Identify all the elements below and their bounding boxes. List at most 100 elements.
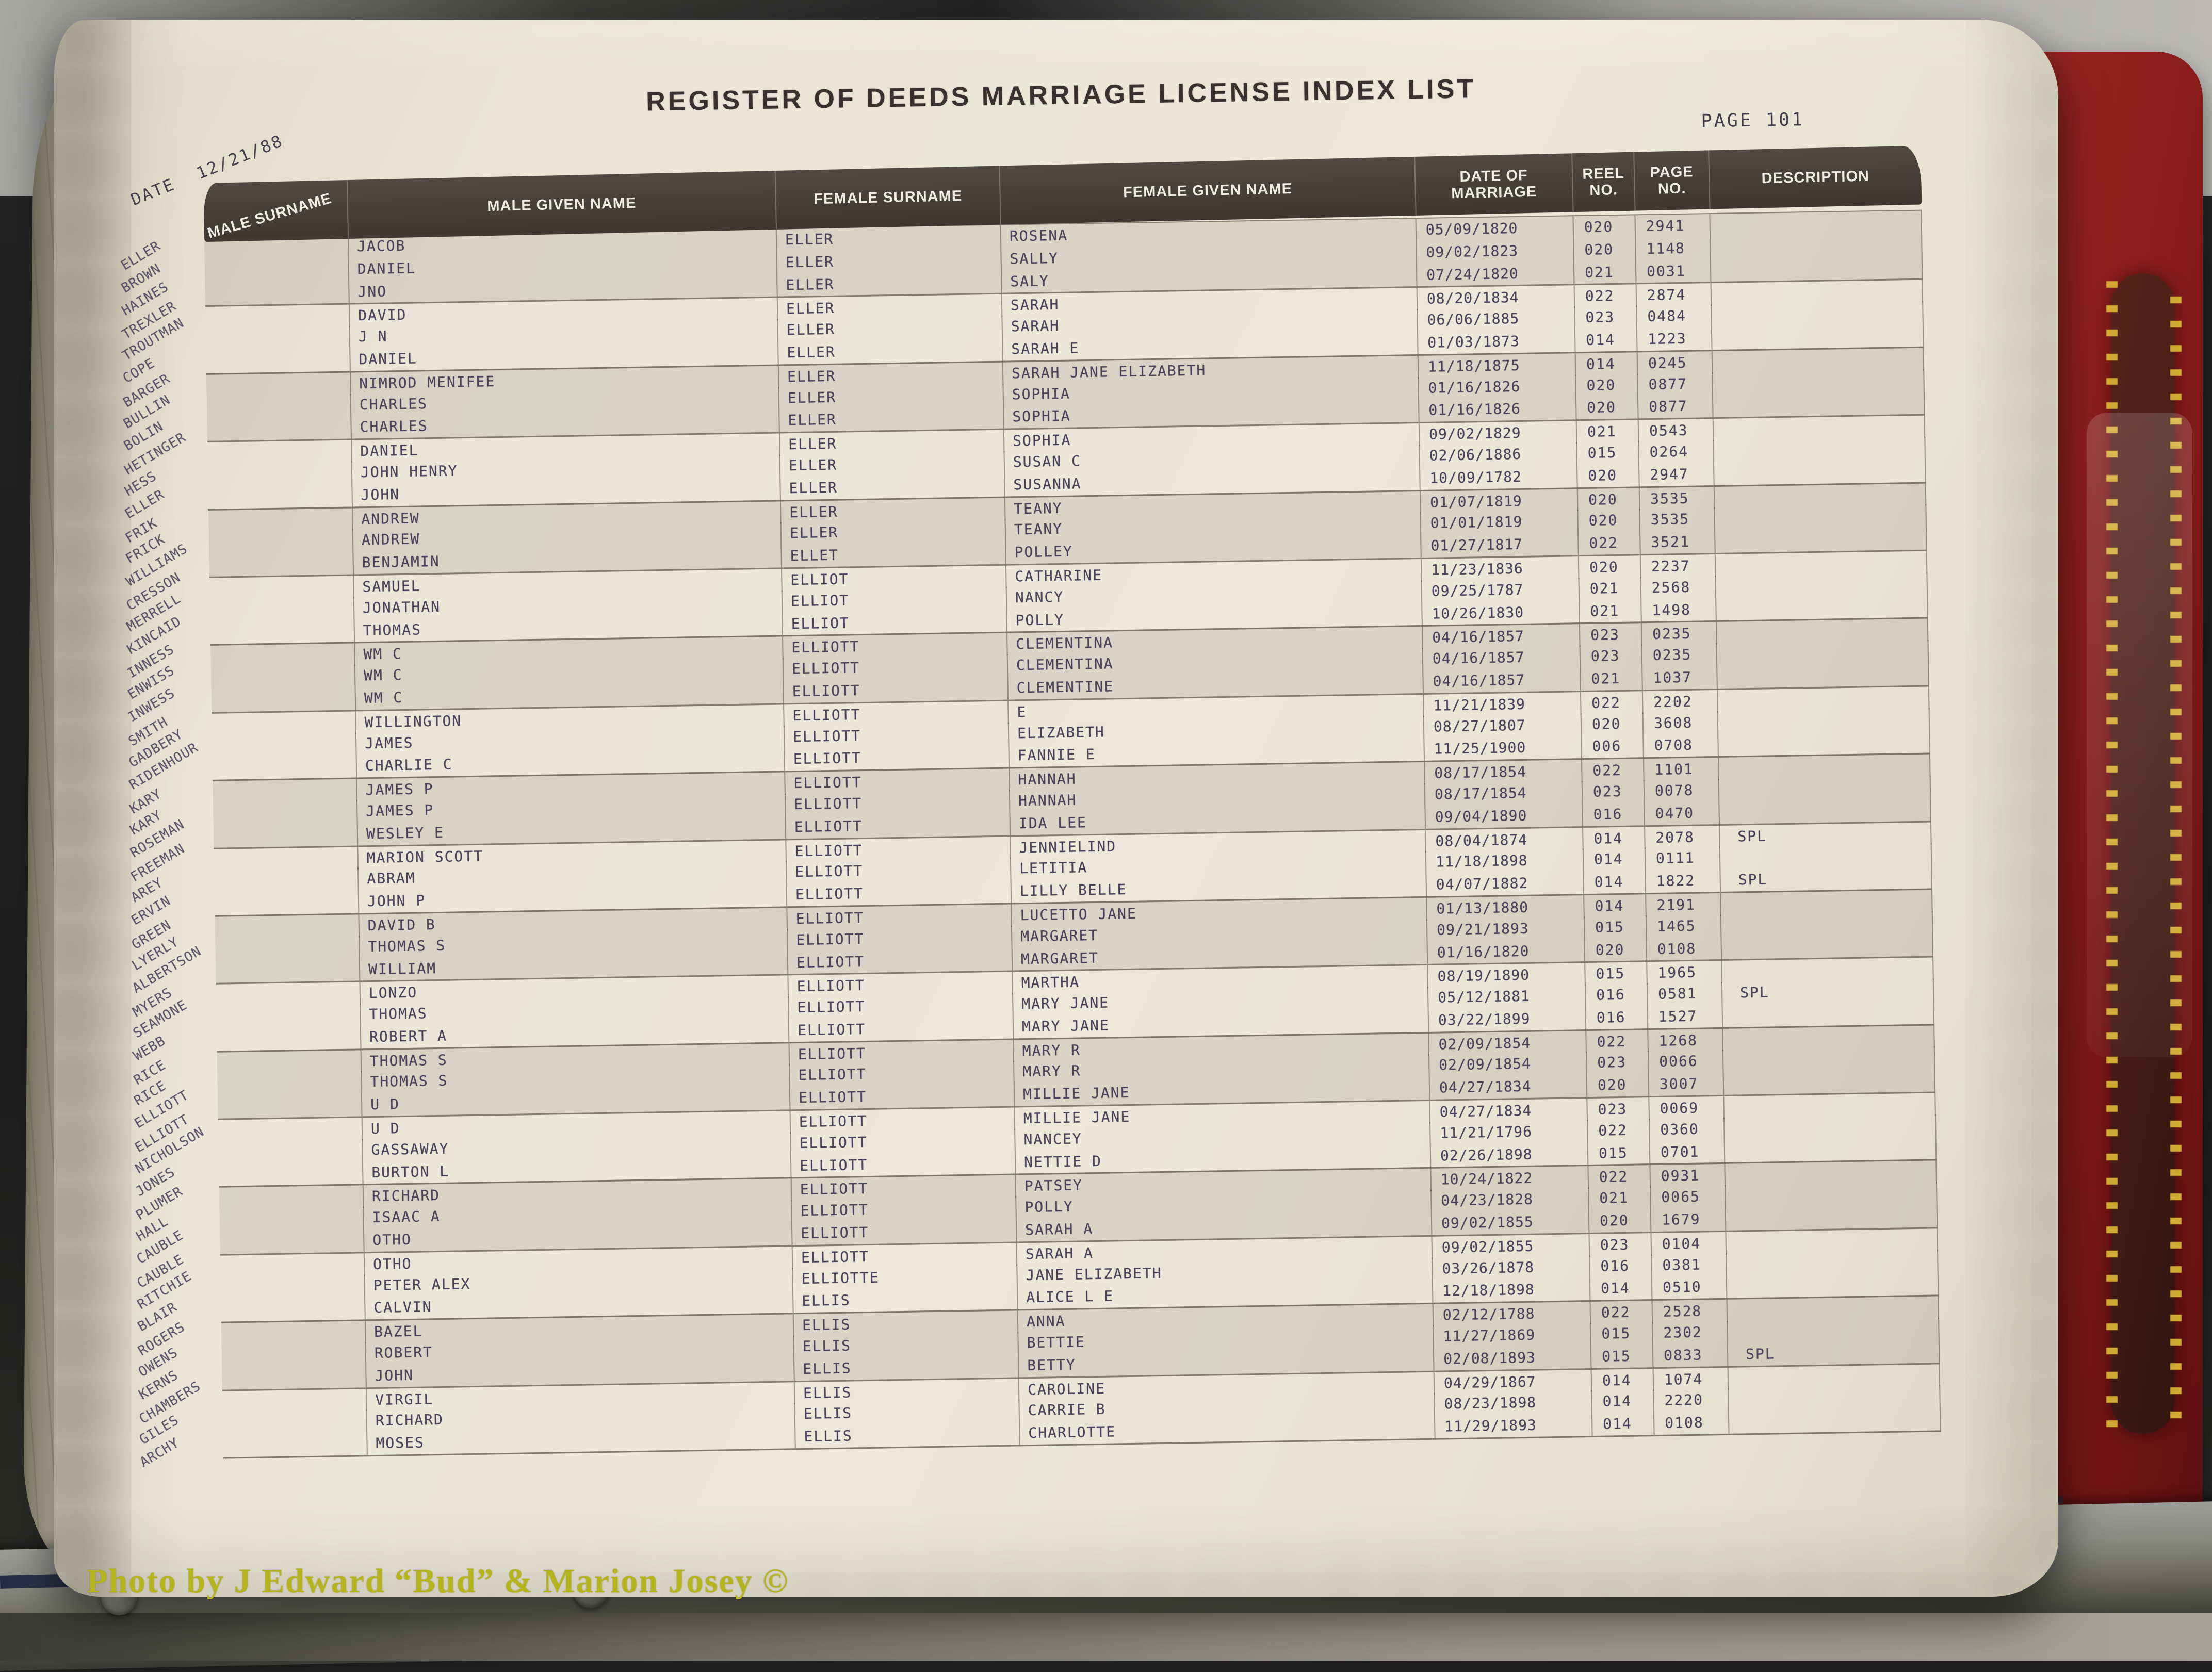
cell-date-of-marriage: 04/16/1857 xyxy=(1423,668,1581,693)
cell-date-of-marriage: 11/29/1893 xyxy=(1435,1413,1593,1438)
cell-reel-no: 022 xyxy=(1586,1030,1649,1054)
cell-page-no: 1498 xyxy=(1641,598,1717,622)
cell-date-of-marriage: 01/16/1826 xyxy=(1419,374,1576,400)
cell-date-of-marriage: 12/18/1898 xyxy=(1433,1277,1591,1303)
cell-description xyxy=(1727,1250,1939,1275)
cell-page-no: 0104 xyxy=(1651,1232,1727,1256)
date-label: DATE xyxy=(128,174,178,209)
column-header-description: DESCRIPTION xyxy=(1709,146,1922,209)
cell-male-surname: OWENS xyxy=(221,1342,366,1367)
cell-page-no: 0510 xyxy=(1652,1275,1728,1299)
cell-reel-no: 023 xyxy=(1580,624,1642,647)
cell-description xyxy=(1728,1317,1940,1343)
cell-date-of-marriage: 02/26/1898 xyxy=(1431,1142,1589,1168)
cell-page-no: 1037 xyxy=(1642,666,1718,690)
cell-reel-no: 020 xyxy=(1582,712,1644,736)
cell-female-surname: ELLIOTT xyxy=(785,745,1010,771)
cell-female-surname: ELLER xyxy=(780,473,1005,500)
cell-date-of-marriage: 09/02/1855 xyxy=(1432,1210,1590,1235)
cell-female-surname: ELLER xyxy=(777,270,1002,297)
cell-reel-no: 020 xyxy=(1577,464,1640,487)
cell-page-no: 3521 xyxy=(1640,530,1716,554)
cell-reel-no: 016 xyxy=(1586,983,1648,1007)
cell-page-no: 2237 xyxy=(1641,554,1716,578)
cell-reel-no: 016 xyxy=(1590,1254,1652,1278)
cell-description xyxy=(1716,595,1928,620)
cell-date-of-marriage: 07/24/1820 xyxy=(1417,261,1575,287)
cell-reel-no: 022 xyxy=(1579,531,1641,555)
cell-male-surname: JONES xyxy=(219,1161,364,1186)
cell-male-surname: ALBERTSON xyxy=(216,958,361,983)
cell-reel-no: 015 xyxy=(1585,962,1648,986)
cell-female-surname: ELLIOT xyxy=(783,586,1007,613)
cell-male-surname: AREY xyxy=(214,868,359,893)
cell-date-of-marriage: 05/12/1881 xyxy=(1428,984,1586,1009)
cell-description xyxy=(1729,1385,1941,1411)
cell-description xyxy=(1721,933,1933,959)
cell-male-surname: FRICK xyxy=(209,529,354,554)
cell-reel-no: 020 xyxy=(1576,396,1639,420)
cell-reel-no: 014 xyxy=(1576,352,1638,376)
cell-reel-no: 021 xyxy=(1581,667,1643,691)
cell-date-of-marriage: 03/26/1878 xyxy=(1433,1255,1590,1281)
cell-description: SPL xyxy=(1720,866,1932,892)
cell-date-of-marriage: 10/09/1782 xyxy=(1420,465,1578,490)
cell-page-no: 0108 xyxy=(1647,937,1722,960)
cell-reel-no: 021 xyxy=(1580,599,1642,623)
cell-description xyxy=(1724,1069,1936,1095)
cell-reel-no: 022 xyxy=(1591,1301,1653,1324)
cell-female-surname: ELLIOTT xyxy=(785,722,1010,748)
cell-page-no: 0543 xyxy=(1639,419,1714,442)
cell-page-no: 0111 xyxy=(1646,846,1721,870)
cell-male-surname: GILES xyxy=(223,1410,368,1435)
cell-page-no: 0108 xyxy=(1654,1411,1730,1435)
cell-reel-no: 014 xyxy=(1592,1412,1655,1436)
cell-reel-no: 020 xyxy=(1587,1073,1650,1097)
cell-reel-no: 015 xyxy=(1577,441,1639,465)
cell-reel-no: 023 xyxy=(1583,780,1645,804)
cell-page-no: 2874 xyxy=(1637,283,1712,307)
register-page: REGISTER OF DEEDS MARRIAGE LICENSE INDEX… xyxy=(54,20,2058,1597)
cell-page-no: 1223 xyxy=(1637,327,1713,351)
cell-date-of-marriage: 08/27/1807 xyxy=(1424,713,1582,739)
cell-male-surname: ELLER xyxy=(208,484,353,509)
cell-male-surname: ROSEMAN xyxy=(214,823,359,847)
cell-description xyxy=(1723,1046,1935,1072)
cell-description xyxy=(1713,369,1925,395)
cell-female-surname: ELLIOTT xyxy=(787,858,1012,884)
cell-male-surname: SEAMONE xyxy=(216,1003,361,1028)
cell-page-no: 0581 xyxy=(1648,982,1723,1006)
cell-description xyxy=(1718,730,1930,756)
cell-date-of-marriage: 04/23/1828 xyxy=(1432,1187,1589,1212)
cell-description xyxy=(1712,324,1924,350)
cell-female-surname: ELLER xyxy=(777,248,1002,274)
cell-page-no: 0065 xyxy=(1651,1185,1726,1209)
cell-description xyxy=(1726,1204,1938,1230)
cell-male-surname: NICHOLSON xyxy=(218,1139,363,1163)
cell-male-surname: ELLER xyxy=(204,236,349,260)
cell-date-of-marriage: 03/22/1899 xyxy=(1429,1007,1587,1032)
cell-description xyxy=(1725,1114,1937,1140)
cell-female-surname: ELLIS xyxy=(794,1332,1019,1358)
cell-reel-no: 015 xyxy=(1585,915,1647,939)
cell-description xyxy=(1726,1182,1938,1208)
cell-male-surname: INWESS xyxy=(212,687,356,712)
cell-date-of-marriage: 09/04/1890 xyxy=(1425,804,1583,829)
cell-reel-no: 014 xyxy=(1575,328,1638,352)
cell-reel-no: 023 xyxy=(1581,644,1643,668)
cell-female-surname: ELLER xyxy=(782,519,1006,545)
cell-description xyxy=(1720,843,1932,869)
cell-reel-no: 020 xyxy=(1574,238,1636,261)
cell-reel-no: 015 xyxy=(1591,1345,1654,1368)
cell-male-surname: HALL xyxy=(219,1207,364,1232)
cell-reel-no: 020 xyxy=(1573,215,1636,239)
cell-page-no: 0931 xyxy=(1650,1164,1726,1188)
cell-description xyxy=(1719,775,1931,801)
column-header-reel-no: REEL NO. xyxy=(1572,152,1635,212)
cell-page-no: 3007 xyxy=(1649,1072,1725,1096)
cell-male-surname: CAUBLE xyxy=(220,1229,365,1254)
cell-description xyxy=(1712,301,1924,327)
cell-male-surname: BLAIR xyxy=(221,1297,366,1322)
cell-reel-no: 014 xyxy=(1590,1277,1653,1301)
